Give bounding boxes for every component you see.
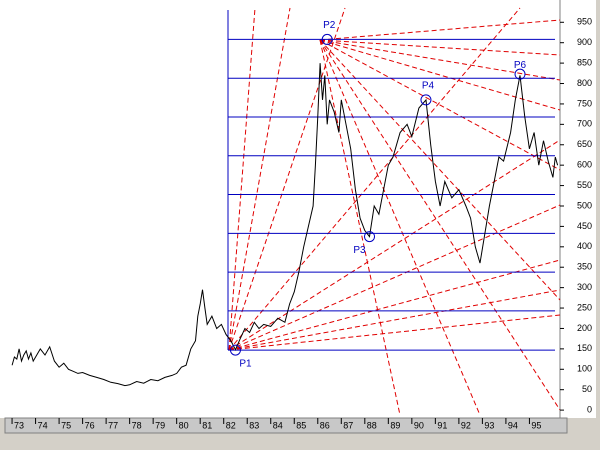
- fan-line: [228, 7, 256, 351]
- x-tick-label: 82: [226, 420, 236, 430]
- fan-line: [319, 39, 561, 301]
- fan-line: [319, 39, 561, 111]
- fan-line: [319, 19, 561, 41]
- y-tick-label: 150: [577, 343, 592, 353]
- x-tick-label: 92: [461, 420, 471, 430]
- y-tick-label: 350: [577, 262, 592, 272]
- x-tick-label: 74: [38, 420, 48, 430]
- y-tick-label: 100: [577, 364, 592, 374]
- x-tick-label: 89: [390, 420, 400, 430]
- x-tick-label: 93: [484, 420, 494, 430]
- x-tick-label: 87: [343, 420, 353, 430]
- annotation-label: P4: [422, 80, 435, 91]
- y-tick-label: 300: [577, 282, 592, 292]
- annotation-label: P1: [239, 359, 252, 370]
- fan-line: [319, 39, 561, 81]
- y-tick-label: 600: [577, 160, 592, 170]
- y-tick-label: 200: [577, 323, 592, 333]
- x-tick-label: 79: [155, 420, 165, 430]
- y-tick-label: 700: [577, 119, 592, 129]
- x-tick-label: 73: [14, 420, 24, 430]
- fan-lines: [228, 7, 561, 416]
- fan-line: [319, 39, 481, 416]
- window-border: [596, 0, 600, 450]
- x-tick-label: 78: [132, 420, 142, 430]
- y-tick-label: 950: [577, 17, 592, 27]
- annotation-point: [420, 94, 432, 106]
- y-tick-label: 500: [577, 200, 592, 210]
- x-tick-label: 95: [531, 420, 541, 430]
- x-tick-label: 90: [414, 420, 424, 430]
- annotation-point: [514, 68, 526, 80]
- y-tick-label: 850: [577, 57, 592, 67]
- y-tick-label: 550: [577, 180, 592, 190]
- x-tick-label: 88: [367, 420, 377, 430]
- annotation-point: [321, 33, 333, 45]
- fan-line: [319, 39, 561, 411]
- x-tick-label: 91: [437, 420, 447, 430]
- x-tick-label: 83: [249, 420, 259, 430]
- y-tick-label: 0: [587, 404, 592, 414]
- x-tick-label: 94: [508, 420, 518, 430]
- fan-line: [319, 39, 561, 171]
- y-tick-label: 900: [577, 37, 592, 47]
- x-tick-label: 77: [108, 420, 118, 430]
- y-tick-label: 450: [577, 221, 592, 231]
- fan-line: [319, 39, 561, 56]
- x-tick-label: 81: [202, 420, 212, 430]
- fan-line: [228, 259, 561, 351]
- y-tick-label: 750: [577, 98, 592, 108]
- y-tick-label: 800: [577, 78, 592, 88]
- fan-line: [228, 7, 521, 351]
- x-tick-label: 76: [85, 420, 95, 430]
- fan-line: [228, 289, 561, 351]
- annotation-point: [229, 344, 241, 356]
- x-tick-label: 80: [179, 420, 189, 430]
- fan-line: [228, 204, 561, 351]
- x-tick-label: 75: [61, 420, 71, 430]
- fan-line: [228, 7, 291, 351]
- y-tick-label: 250: [577, 302, 592, 312]
- fan-line: [228, 139, 561, 351]
- x-tick-label: 85: [296, 420, 306, 430]
- annotation-label: P2: [323, 20, 336, 31]
- x-axis-bar: [4, 417, 568, 434]
- annotation-label: P6: [514, 60, 527, 71]
- price-line: [11, 63, 559, 387]
- y-tick-label: 650: [577, 139, 592, 149]
- annotation-label: P3: [353, 245, 366, 256]
- y-tick-label: 50: [582, 384, 592, 394]
- annotation-point: [364, 231, 376, 243]
- x-tick-label: 84: [273, 420, 283, 430]
- y-tick-label: 400: [577, 241, 592, 251]
- x-tick-label: 86: [320, 420, 330, 430]
